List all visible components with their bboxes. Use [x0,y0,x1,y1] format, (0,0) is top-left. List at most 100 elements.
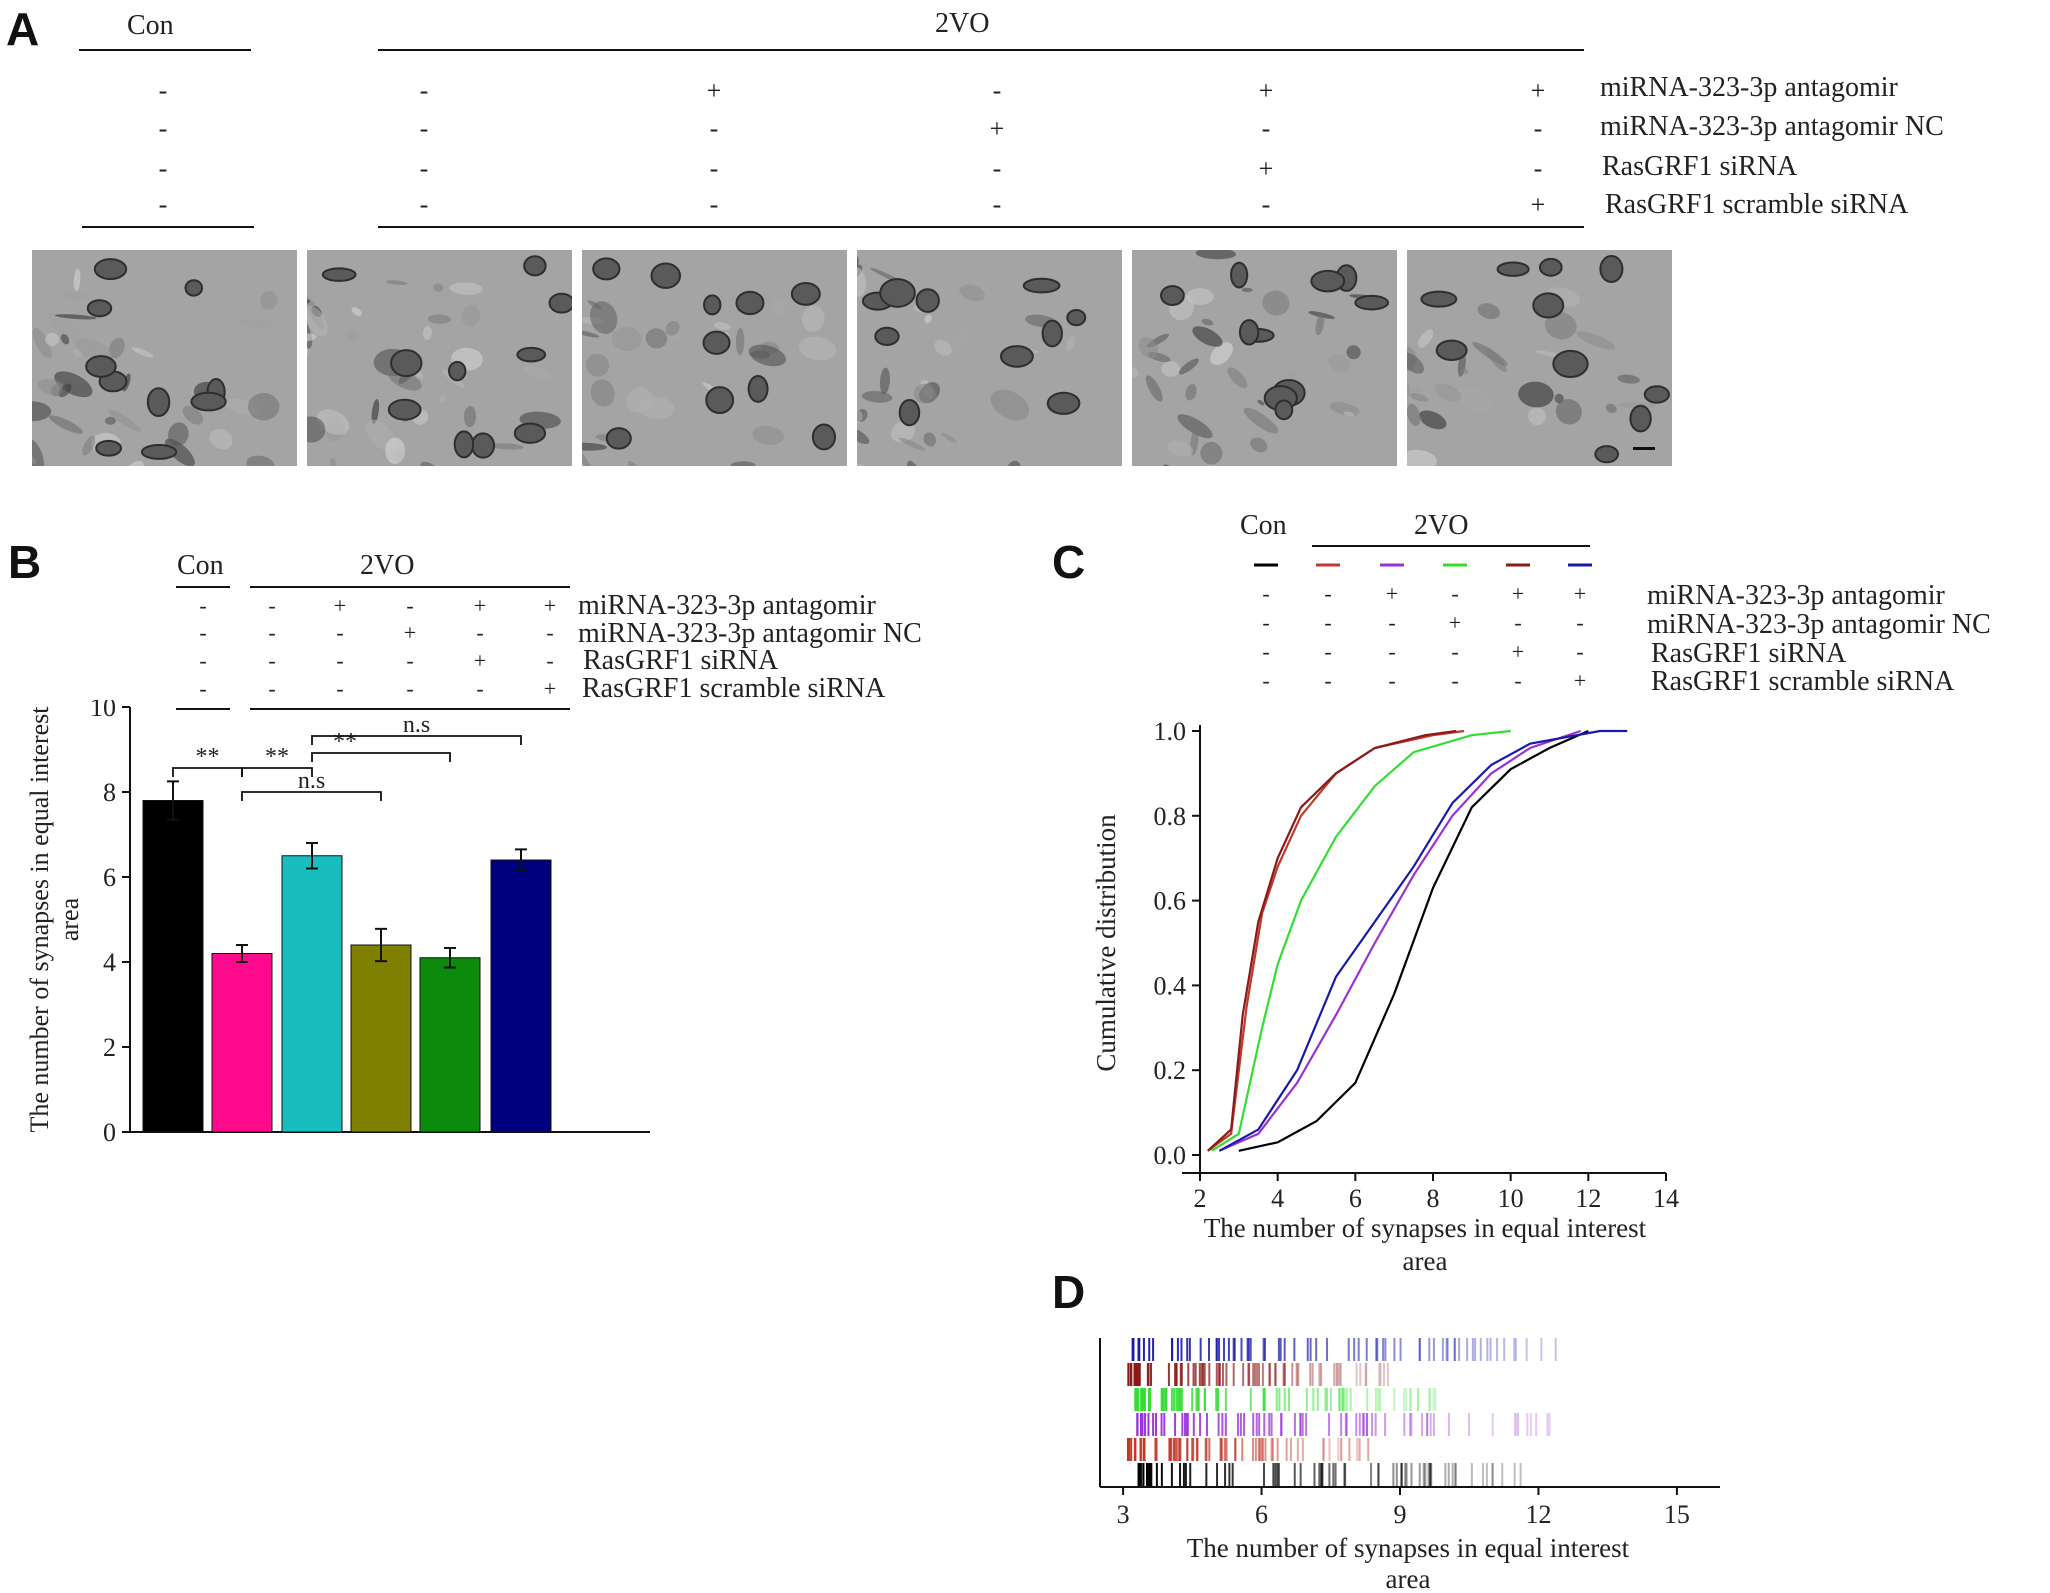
em-texture [164,438,195,466]
em-texture [1554,393,1564,404]
em-mitochondrion [1643,385,1670,404]
em-texture [82,435,96,456]
b-sign: - [199,676,207,701]
em-texture [1250,437,1268,453]
em-texture [585,353,610,377]
a-sign: - [158,114,168,143]
a-sign: - [1533,114,1543,143]
c-sign: - [1388,610,1396,635]
em-texture [582,444,597,466]
em-texture [890,421,915,443]
em-texture [1605,403,1617,414]
x-tick-label: 6 [1255,1500,1268,1529]
x-tick-label: 4 [1271,1184,1284,1213]
b-sign: - [268,676,276,701]
em-mitochondrion [1230,261,1249,289]
em-texture [107,409,141,432]
em-mitochondrion [1310,269,1346,293]
em-texture [590,379,615,407]
significance-label: n.s [298,768,325,794]
panel-b-letter: B [8,536,42,588]
em-mitochondrion [1599,255,1624,283]
em-texture [1227,367,1248,389]
em-texture [1257,399,1265,406]
em-mitochondrion [898,398,921,427]
significance-label: ** [196,744,220,770]
em-mitochondrion [93,258,128,281]
c-sign: - [1576,639,1584,664]
a-sign: - [992,76,1002,105]
em-texture [427,314,451,324]
b-treatment-label: miRNA-323-3p antagomir [578,590,876,621]
em-micrograph [1407,250,1672,466]
series-line [1218,729,1628,1152]
b-2vo-label: 2VO [360,550,415,581]
em-mitochondrion [453,430,475,459]
b-treatment-label: RasGRF1 siRNA [583,645,779,676]
a-treatment-label: miRNA-323-3p antagomir [1600,72,1898,103]
b-sign: + [333,593,347,618]
c-sign: - [1388,668,1396,693]
a-sign: - [1261,114,1271,143]
em-texture [73,268,81,292]
y-tick-label: 0.6 [1154,887,1187,916]
em-texture [388,369,422,391]
c-sign: + [1573,581,1587,606]
y-tick-label: 0.2 [1154,1056,1187,1085]
y-tick-label: 8 [103,778,116,807]
c-sign: - [1262,639,1270,664]
em-texture [913,383,934,404]
c-con-label: Con [1240,510,1287,541]
em-texture [798,336,837,361]
em-texture [772,297,786,317]
c-sign: - [1514,610,1522,635]
em-texture [1460,368,1469,375]
a-2vo-label: 2VO [935,8,990,39]
em-mitochondrion [1022,277,1061,294]
em-texture [1617,374,1640,384]
em-mitochondrion [387,398,422,421]
panel-c-letter: C [1052,536,1086,588]
em-texture [750,350,771,359]
em-mitochondrion [702,330,731,355]
em-mitochondrion [1354,294,1390,311]
c-treatment-label: miRNA-323-3p antagomir [1647,580,1945,611]
em-texture [1407,449,1437,466]
b-sign: + [473,648,487,673]
x-tick-label: 9 [1394,1500,1407,1529]
em-mitochondrion [874,326,900,346]
em-mitochondrion [1420,290,1458,308]
bar [281,855,343,1133]
x-axis-label: area [1403,1246,1448,1276]
em-mitochondrion [703,294,722,316]
y-tick-label: 0.4 [1154,971,1187,1000]
em-micrograph [1132,250,1397,466]
em-texture [1161,361,1181,377]
em-texture [1477,303,1501,320]
em-texture [351,307,362,316]
a-sign: + [1530,76,1546,105]
b-treatment-label: miRNA-323-3p antagomir NC [578,618,922,649]
em-texture [1417,329,1434,348]
c-sign: - [1451,581,1459,606]
c-sign: - [1451,668,1459,693]
em-texture [589,301,618,334]
em-texture [1281,369,1297,382]
em-texture [32,401,52,422]
b-sign: - [406,648,414,673]
b-con-line-bottom [176,708,230,710]
em-texture [260,290,278,310]
em-texture [1243,407,1279,434]
em-mitochondrion [1629,404,1652,433]
em-texture [524,366,553,380]
em-texture [1527,407,1547,426]
em-texture [307,416,326,443]
em-mitochondrion [811,423,836,451]
em-mitochondrion [1538,257,1563,277]
a-sign: - [1261,190,1271,219]
em-mitochondrion [516,346,547,363]
em-mitochondrion [523,255,547,277]
em-texture [898,437,925,451]
a-sign: - [158,76,168,105]
x-tick-label: 12 [1525,1500,1551,1529]
